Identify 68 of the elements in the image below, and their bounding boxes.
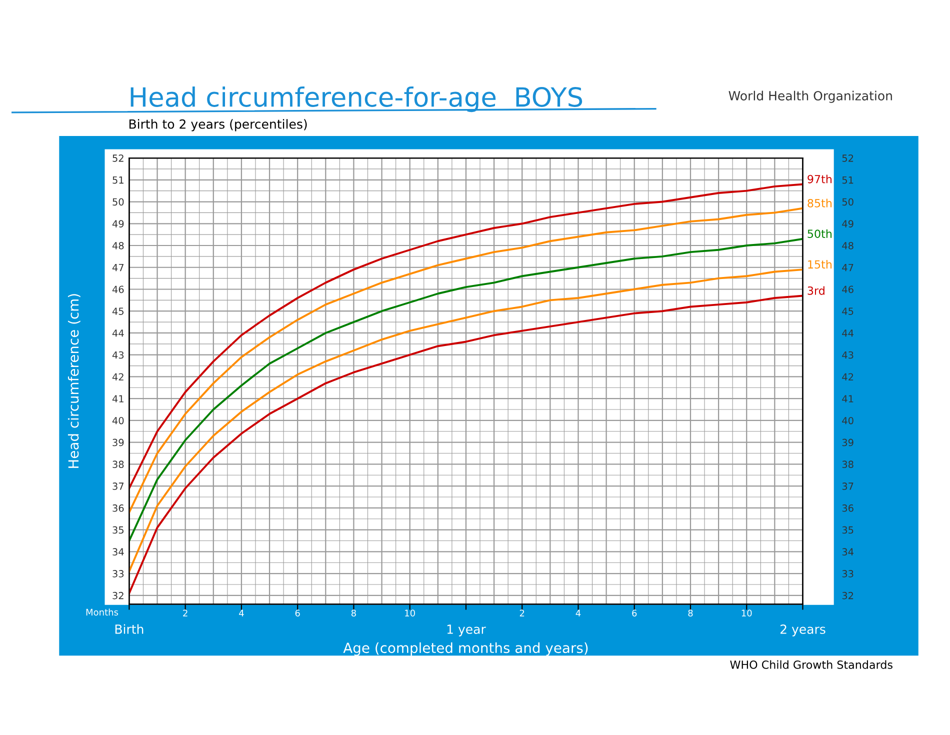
x-tick-label: 10	[742, 610, 752, 617]
chart-subtitle: Birth to 2 years (percentiles)	[129, 119, 307, 132]
x-tick-label: 2	[520, 610, 524, 616]
y2-tick-label: 37	[842, 482, 854, 490]
y-tick-label: 35	[112, 526, 124, 534]
text: World Health Organization	[728, 90, 892, 103]
y-tick-label: 49	[112, 220, 124, 228]
x-tick-label: 2	[183, 610, 188, 616]
y2-tick-label: 43	[842, 351, 854, 359]
x-tick-label: 4	[576, 610, 581, 616]
x-tick-label: 10	[405, 610, 415, 617]
y2-tick-label: 47	[842, 264, 854, 272]
y-tick-label: 51	[112, 176, 124, 184]
chart-title: Head circumference-for-age BOYS	[130, 86, 582, 112]
x-tick-label: 4	[239, 610, 244, 616]
y2-tick-label: 36	[842, 504, 854, 512]
y-tick-label: 50	[112, 198, 124, 206]
y-tick-label: 52	[112, 154, 124, 162]
y-tick-label: 32	[112, 592, 124, 600]
x-tick-label: 2 years	[780, 624, 826, 636]
x-tick-label: 6	[295, 610, 300, 617]
y2-tick-label: 40	[842, 416, 854, 424]
y2-tick-label: 35	[842, 526, 854, 534]
y-tick-label: 39	[112, 438, 124, 446]
y-axis-title: Head circumference (cm)	[68, 294, 80, 468]
text: WHO Child Growth Standards	[730, 660, 892, 669]
text: Months	[86, 608, 118, 616]
x-tick-label: 8	[351, 610, 356, 617]
y2-tick-label: 52	[842, 154, 854, 162]
y-tick-label: 41	[112, 395, 124, 402]
y-tick-label: 34	[112, 548, 124, 556]
series-label: 85th	[808, 198, 832, 208]
line-series	[129, 238, 803, 542]
series-label: 3rd	[808, 286, 824, 295]
y-tick-label: 45	[112, 308, 124, 315]
y-tick-label: 33	[112, 570, 124, 578]
y-tick-label: 36	[112, 504, 124, 512]
y2-tick-label: 48	[842, 242, 854, 250]
y2-tick-label: 51	[842, 176, 854, 184]
y-tick-label: 43	[112, 351, 124, 359]
y2-tick-label: 39	[842, 438, 854, 446]
series-label: 97th	[808, 174, 832, 184]
y-tick-label: 40	[112, 416, 124, 424]
y2-tick-label: 32	[842, 592, 854, 600]
y2-tick-label: 46	[842, 286, 854, 294]
y-tick-label: 47	[112, 264, 124, 272]
y-tick-label: 44	[112, 330, 124, 337]
y2-tick-label: 38	[842, 460, 854, 468]
y2-tick-label: 41	[842, 395, 854, 402]
y2-tick-label: 42	[842, 373, 854, 380]
x-tick-label: Birth	[115, 624, 144, 634]
x-tick-label: 6	[632, 610, 637, 617]
x-tick-label: 8	[688, 610, 693, 617]
series-label: 15th	[808, 260, 832, 269]
y-tick-label: 48	[112, 242, 124, 250]
y2-tick-label: 44	[842, 330, 854, 337]
y2-tick-label: 49	[842, 220, 854, 228]
y-tick-label: 38	[112, 460, 124, 468]
x-axis-title: Age (completed months and years)	[343, 642, 588, 656]
y2-tick-label: 33	[842, 570, 854, 578]
x-tick-label: 1 year	[447, 624, 486, 636]
y-tick-label: 37	[112, 482, 124, 490]
y-tick-label: 42	[112, 373, 124, 380]
y-tick-label: 46	[112, 286, 124, 294]
y2-tick-label: 50	[842, 198, 854, 206]
y2-tick-label: 45	[842, 308, 854, 315]
series-label: 50th	[808, 229, 832, 238]
y2-tick-label: 34	[842, 548, 854, 556]
